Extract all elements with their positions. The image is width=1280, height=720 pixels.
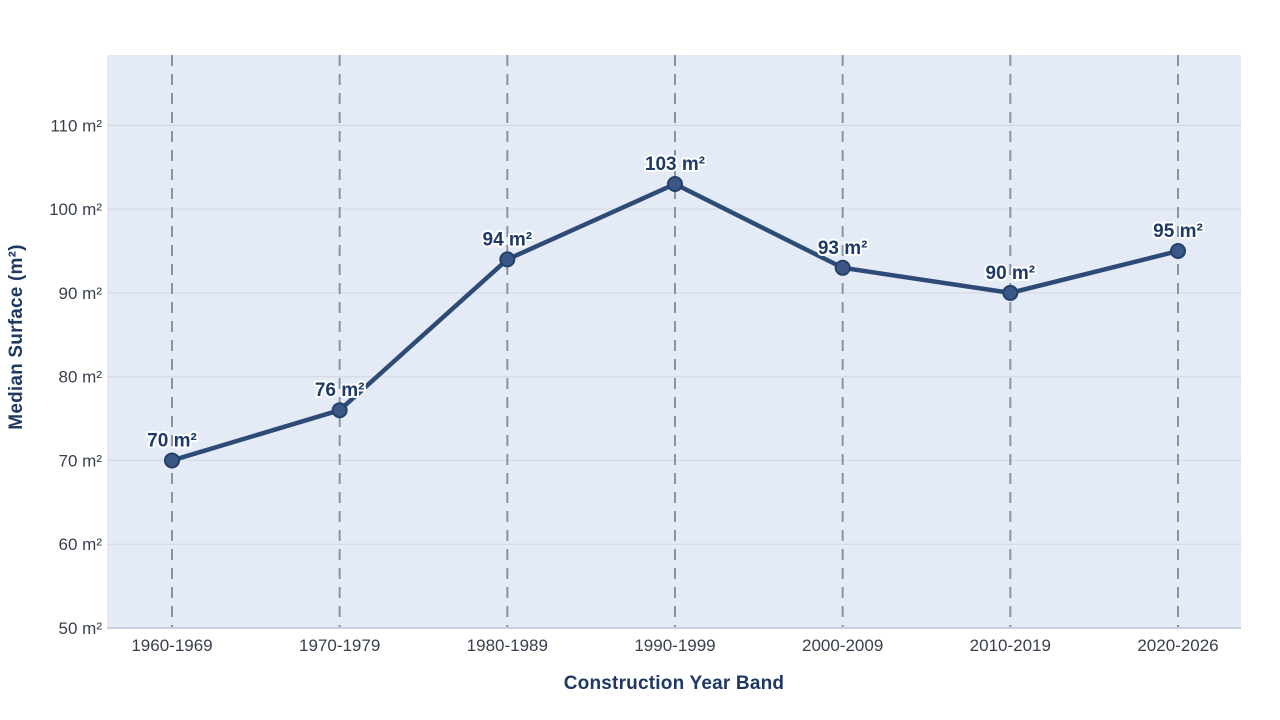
data-point-label: 103 m² <box>645 154 705 175</box>
data-point-label: 95 m² <box>1153 221 1203 242</box>
y-tick-label: 100 m² <box>49 200 102 219</box>
y-tick-label: 110 m² <box>50 116 102 135</box>
data-point-label: 90 m² <box>986 263 1036 284</box>
y-tick-label: 60 m² <box>59 535 103 554</box>
y-tick-label: 90 m² <box>59 284 103 303</box>
data-point <box>1170 243 1186 260</box>
x-tick-label: 2020-2026 <box>1137 636 1218 655</box>
data-point <box>164 452 180 469</box>
data-point <box>667 176 683 193</box>
x-tick-label: 2000-2009 <box>802 636 883 655</box>
data-point-label: 93 m² <box>818 238 868 259</box>
y-tick-label: 50 m² <box>59 619 103 638</box>
y-axis-title: Median Surface (m²) <box>6 244 27 430</box>
data-point-label: 70 m² <box>147 430 197 451</box>
x-tick-label: 1980-1989 <box>467 636 548 655</box>
data-point <box>499 251 516 268</box>
x-tick-label: 1990-1999 <box>634 636 715 655</box>
x-axis-title: Construction Year Band <box>563 673 785 694</box>
data-point-label: 94 m² <box>483 229 533 250</box>
x-tick-label: 1970-1979 <box>299 636 380 655</box>
data-point-label: 76 m² <box>315 380 365 401</box>
data-point <box>1002 284 1019 301</box>
x-tick-label: 2010-2019 <box>970 636 1051 655</box>
y-tick-label: 70 m² <box>59 451 103 470</box>
x-tick-label: 1960-1969 <box>131 636 212 655</box>
data-point <box>834 259 851 276</box>
y-tick-label: 80 m² <box>59 368 103 387</box>
data-point <box>331 402 348 419</box>
